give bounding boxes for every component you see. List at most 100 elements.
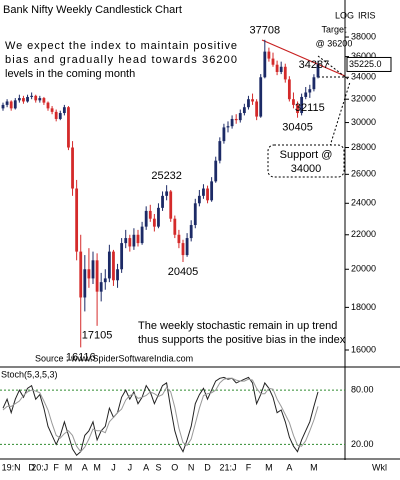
candle-body [222, 127, 226, 142]
candle-body [144, 210, 148, 227]
last-price-label: 35225.0 [349, 59, 382, 69]
candle-body [267, 51, 271, 59]
last-price-box [346, 56, 392, 72]
stoch-note: The weekly stochastic remain in up trend [138, 320, 337, 332]
candle-body [173, 218, 177, 235]
y-tick-label: 38000 [351, 31, 376, 41]
candle-body [99, 282, 103, 292]
candle-body [287, 79, 291, 100]
candle-body [148, 210, 152, 219]
candle-body [300, 96, 304, 114]
price-label: 16116 [66, 351, 96, 363]
candle-body [124, 238, 128, 244]
candle-body [50, 108, 54, 112]
candle-body [283, 66, 287, 80]
price-label: 25232 [151, 170, 182, 182]
candle-body [210, 181, 214, 201]
candle-body [152, 218, 156, 227]
indicator-line [2, 377, 319, 453]
outlook-text: bias and gradually head towards 36200 [5, 54, 237, 66]
x-tick-label: N [188, 462, 195, 472]
x-tick-label: 19:N [2, 462, 21, 472]
x-tick-label: J [111, 462, 116, 472]
indicator-tick-label: 80.00 [351, 384, 374, 394]
candle-body [247, 99, 250, 108]
candle-body [9, 101, 13, 109]
support-box [267, 144, 345, 178]
candle-body [234, 118, 238, 121]
price-label: 17105 [82, 330, 113, 342]
candle-body [161, 195, 164, 208]
candle-body [62, 107, 66, 114]
candle-body [255, 101, 259, 117]
candle-body [120, 243, 124, 270]
candle-body [34, 95, 38, 101]
source-text: Source : www.SpiderSoftwareIndia.com [35, 353, 193, 363]
candle-body [58, 113, 62, 119]
candle-body [13, 100, 17, 109]
candle-body [22, 98, 25, 102]
candle-body [140, 226, 144, 244]
x-tick-label: A [286, 462, 292, 472]
candle-body [83, 269, 87, 298]
candle-body [128, 238, 132, 247]
candle-body [26, 96, 29, 102]
target-text: Target [321, 24, 347, 34]
candle-body [218, 141, 222, 161]
candle-body [79, 251, 83, 298]
candle-body [202, 188, 205, 196]
candle-body [251, 99, 254, 102]
candle-body [193, 203, 197, 226]
candle-body [38, 98, 42, 101]
price-label: 37708 [250, 25, 281, 37]
candle-body [165, 191, 169, 196]
chart-title: Bank Nifty Weekly Candlestick Chart [3, 4, 182, 16]
trend-line [261, 39, 346, 77]
x-tick-label: J [128, 462, 133, 472]
stoch-note: thus supports the positive bias in the i… [138, 334, 346, 346]
x-tick-label: M [310, 462, 318, 472]
y-tick-label: 22000 [351, 229, 376, 239]
candle-body [214, 160, 218, 182]
x-tick-label: M [65, 462, 73, 472]
candle-body [242, 107, 246, 114]
candle-body [185, 238, 189, 256]
candle-body [197, 195, 201, 204]
y-tick-label: 36000 [351, 51, 376, 61]
candle-body [30, 95, 34, 97]
y-tick-label: 26000 [351, 169, 376, 179]
x-tick-label: 21:J [219, 462, 236, 472]
price-label: 20405 [168, 266, 199, 278]
candle-body [5, 101, 9, 105]
candle-body [136, 234, 140, 244]
candle-body [112, 251, 115, 281]
candle-body [1, 104, 5, 109]
candle-body [169, 191, 173, 219]
x-tick-label: A [143, 462, 149, 472]
x-tick-label: F [246, 462, 252, 472]
candle-body [87, 269, 91, 279]
x-tick-label: M [265, 462, 273, 472]
support-text: Support @ [280, 149, 333, 161]
scale-label: LOG [335, 10, 354, 20]
indicator-line [2, 376, 319, 457]
candle-body [42, 98, 46, 103]
candle-body [230, 118, 234, 127]
support-text: 34000 [291, 163, 322, 175]
y-tick-label: 20000 [351, 264, 376, 274]
outlook-text: levels in the coming month [5, 68, 135, 80]
x-tick-label: D [28, 462, 35, 472]
x-tick-label: S [155, 462, 161, 472]
candle-body [206, 188, 209, 201]
candle-body [132, 234, 136, 247]
candle-body [67, 107, 70, 148]
candle-body [304, 92, 308, 97]
candle-body [316, 64, 320, 78]
candle-body [275, 64, 279, 72]
indicator-title: Stoch(5,3,5,3) [1, 369, 58, 379]
y-tick-label: 24000 [351, 198, 376, 208]
outlook-text: We expect the index to maintain positive [5, 40, 237, 52]
candle-body [259, 77, 263, 117]
candle-body [296, 104, 299, 114]
